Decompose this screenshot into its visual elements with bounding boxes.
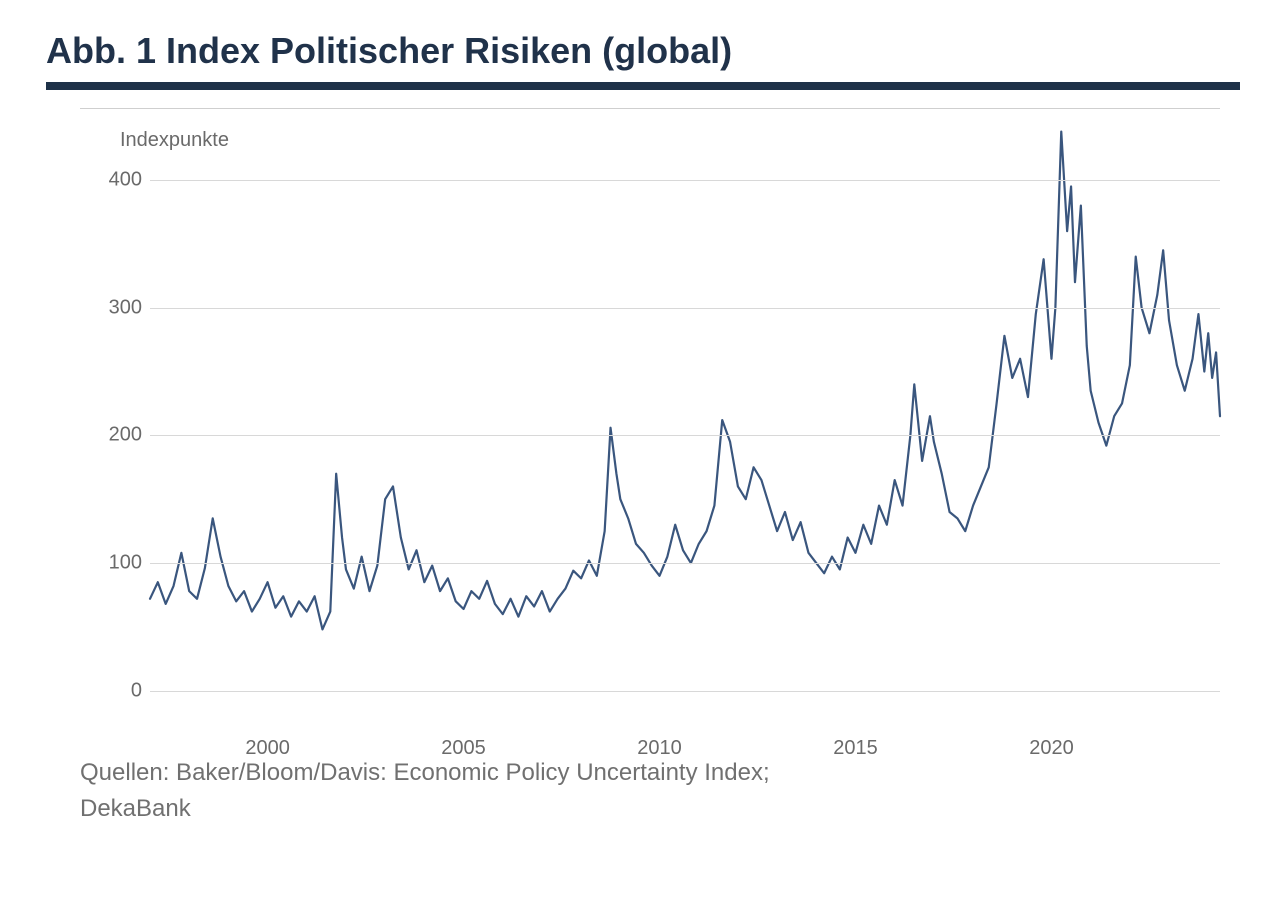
x-tick-label: 2020 xyxy=(1029,729,1074,760)
y-tick-label: 0 xyxy=(82,679,150,702)
title-underline xyxy=(46,82,1240,90)
y-tick-label: 100 xyxy=(82,552,150,575)
source-line-1: Quellen: Baker/Bloom/Davis: Economic Pol… xyxy=(80,755,1220,791)
gridline xyxy=(150,435,1220,436)
x-tick-label: 2005 xyxy=(441,729,486,760)
figure-title: Abb. 1 Index Politischer Risiken (global… xyxy=(46,30,1260,72)
gridline xyxy=(150,308,1220,309)
gridline xyxy=(150,563,1220,564)
gridline xyxy=(150,180,1220,181)
x-tick-label: 2015 xyxy=(833,729,878,760)
y-tick-label: 400 xyxy=(82,169,150,192)
line-series xyxy=(150,129,1220,729)
y-tick-label: 300 xyxy=(82,296,150,319)
x-tick-label: 2010 xyxy=(637,729,682,760)
figure-container: Abb. 1 Index Politischer Risiken (global… xyxy=(0,0,1280,837)
gridline xyxy=(150,691,1220,692)
source-text: Quellen: Baker/Bloom/Davis: Economic Pol… xyxy=(80,755,1220,827)
x-tick-label: 2000 xyxy=(245,729,290,760)
chart-area: Indexpunkte 0100200300400200020052010201… xyxy=(80,129,1220,729)
series-path xyxy=(150,132,1220,630)
top-thin-rule xyxy=(80,108,1220,109)
plot-region: 010020030040020002005201020152020 xyxy=(150,129,1220,729)
source-line-2: DekaBank xyxy=(80,791,1220,827)
y-tick-label: 200 xyxy=(82,424,150,447)
